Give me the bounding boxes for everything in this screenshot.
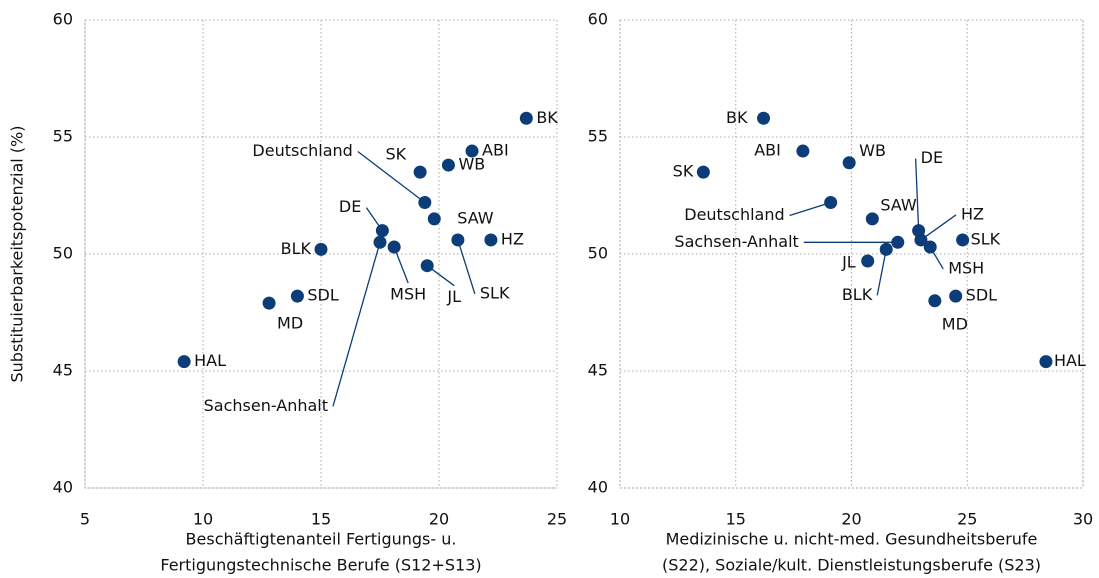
y-axis-title: Substituierbarkeitspotenzial (%)	[8, 126, 27, 383]
point	[842, 156, 856, 170]
point-label: ABI	[754, 141, 781, 160]
x-tick-label: 5	[80, 510, 90, 529]
point	[914, 233, 928, 247]
point-label: SLK	[971, 229, 1001, 248]
point	[262, 296, 276, 310]
x-tick-label: 15	[311, 510, 331, 529]
point	[956, 233, 970, 247]
x-tick-label: 15	[726, 510, 746, 529]
x-axis-title: Medizinische u. nicht-med. Gesundheitsbe…	[666, 530, 1038, 549]
point	[949, 289, 963, 303]
point	[177, 355, 191, 369]
y-tick-label: 45	[53, 361, 73, 380]
x-tick-label: 20	[429, 510, 449, 529]
y-tick-label: 40	[53, 478, 73, 497]
x-tick-label: 20	[841, 510, 861, 529]
point-label: JL	[841, 253, 856, 272]
leader-line	[357, 151, 426, 204]
y-tick-label: 50	[588, 244, 608, 263]
point-label: SK	[673, 162, 694, 181]
point	[879, 242, 893, 256]
point-label: MD	[942, 314, 968, 333]
y-tick-label: 45	[588, 361, 608, 380]
point	[465, 144, 479, 158]
point	[696, 165, 710, 179]
leader-line	[457, 239, 476, 295]
x-tick-label: 10	[193, 510, 213, 529]
point-label: SDL	[966, 286, 997, 305]
point-label: ABI	[482, 141, 509, 160]
y-tick-label: 55	[588, 127, 608, 146]
point-label: BLK	[842, 285, 873, 304]
leader-line	[914, 158, 920, 231]
point	[484, 233, 498, 247]
point	[891, 235, 905, 249]
point	[1039, 355, 1053, 369]
y-tick-label: 60	[588, 10, 608, 29]
point-label: WB	[859, 141, 886, 160]
x-tick-label: 10	[610, 510, 630, 529]
point-label: Sachsen-Anhalt	[674, 232, 798, 251]
x-axis-title: Fertigungstechnische Berufe (S12+S13)	[160, 556, 481, 575]
point-label: BK	[726, 108, 748, 127]
point-label: HAL	[1054, 351, 1086, 370]
x-tick-label: 25	[957, 510, 977, 529]
point-label: MD	[277, 314, 303, 333]
point-label: WB	[458, 155, 485, 174]
y-tick-label: 40	[588, 478, 608, 497]
point	[427, 212, 441, 226]
point	[824, 196, 838, 210]
x-axis-title: Beschäftigtenanteil Fertigungs- u.	[186, 530, 457, 549]
point-label: BK	[536, 108, 558, 127]
x-axis-title: (S22), Soziale/kult. Dienstleistungsberu…	[662, 556, 1041, 575]
point-label: SAW	[880, 195, 917, 214]
y-tick-label: 55	[53, 127, 73, 146]
leader-line	[789, 201, 831, 217]
x-tick-label: 30	[1073, 510, 1093, 529]
point-label: HAL	[194, 351, 226, 370]
point-label: DE	[339, 197, 361, 216]
y-tick-label: 60	[53, 10, 73, 29]
point-label: SLK	[480, 283, 510, 302]
point-label: SAW	[457, 208, 494, 227]
point	[290, 289, 304, 303]
point	[861, 254, 875, 268]
point-label: Deutschland	[684, 205, 784, 224]
point	[757, 111, 771, 125]
point-label: Sachsen-Anhalt	[204, 396, 328, 415]
point-label: SK	[385, 145, 406, 164]
y-tick-label: 50	[53, 244, 73, 263]
point-label: JL	[446, 287, 461, 306]
point-label: BLK	[281, 239, 312, 258]
point	[451, 233, 465, 247]
point	[923, 240, 937, 254]
leader-line	[920, 214, 957, 241]
leader-line	[876, 249, 887, 296]
point-label: HZ	[501, 229, 524, 248]
point	[373, 235, 387, 249]
point-label: HZ	[961, 204, 984, 223]
point	[441, 158, 455, 172]
point	[314, 242, 328, 256]
point-label: Deutschland	[252, 141, 352, 160]
point	[928, 294, 942, 308]
point	[413, 165, 427, 179]
point	[420, 259, 434, 273]
leader-line	[332, 242, 381, 407]
x-tick-label: 25	[547, 510, 567, 529]
point	[519, 111, 533, 125]
point	[796, 144, 810, 158]
point	[418, 196, 432, 210]
point	[375, 224, 389, 238]
point-label: SDL	[307, 286, 338, 305]
point-label: MSH	[948, 258, 984, 277]
point	[387, 240, 401, 254]
point-label: DE	[921, 148, 943, 167]
point	[865, 212, 879, 226]
point-label: MSH	[390, 284, 426, 303]
